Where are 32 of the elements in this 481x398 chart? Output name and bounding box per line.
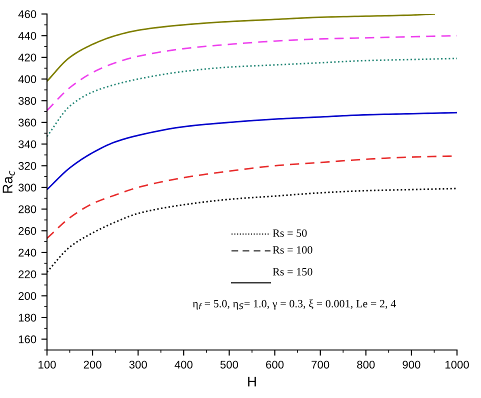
y-tick-label: 460 [18,10,36,18]
y-tick-label: 400 [18,75,36,84]
y-tick-label: 320 [18,162,36,170]
y-axis-title: Ra$_{c}$ [2,170,15,193]
x-tick-label: 600 [266,360,284,369]
x-tick-label: 900 [402,360,420,369]
y-tick-label: 280 [18,205,36,214]
y-tick-label: 360 [18,118,36,127]
y-tick-label: 380 [18,96,36,105]
x-tick-label: 500 [220,360,238,369]
y-tick-label: 300 [18,184,36,192]
annotation: Rs = 150 [272,268,312,276]
x-tick-label: 800 [357,360,375,369]
y-tick-label: 420 [18,54,36,62]
annotation: η$_{f}$ = 5.0, η$_{S}$= 1.0, γ = 0.3, ξ = 0.001, Le = 2, 4 [192,300,396,310]
x-tick-label: 400 [174,360,192,369]
x-tick-label: 700 [312,360,330,369]
y-tick-label: 200 [18,292,36,300]
x-tick-label: 1000 [445,360,469,369]
x-axis-title: H [248,376,256,386]
y-tick-label: 160 [18,335,36,344]
x-tick-label: 300 [129,360,147,369]
y-tick-label: 180 [18,314,36,322]
annotation: Rs = 100 [272,246,312,254]
x-tick-label: 200 [84,360,102,369]
annotation: Rs = 50 [272,229,307,237]
y-tick-label: 220 [18,270,36,278]
y-tick-label: 340 [18,140,36,148]
y-tick-label: 260 [18,227,36,235]
y-tick-label: 240 [18,248,36,257]
y-tick-label: 440 [18,32,36,40]
x-tick-label: 100 [38,360,56,369]
